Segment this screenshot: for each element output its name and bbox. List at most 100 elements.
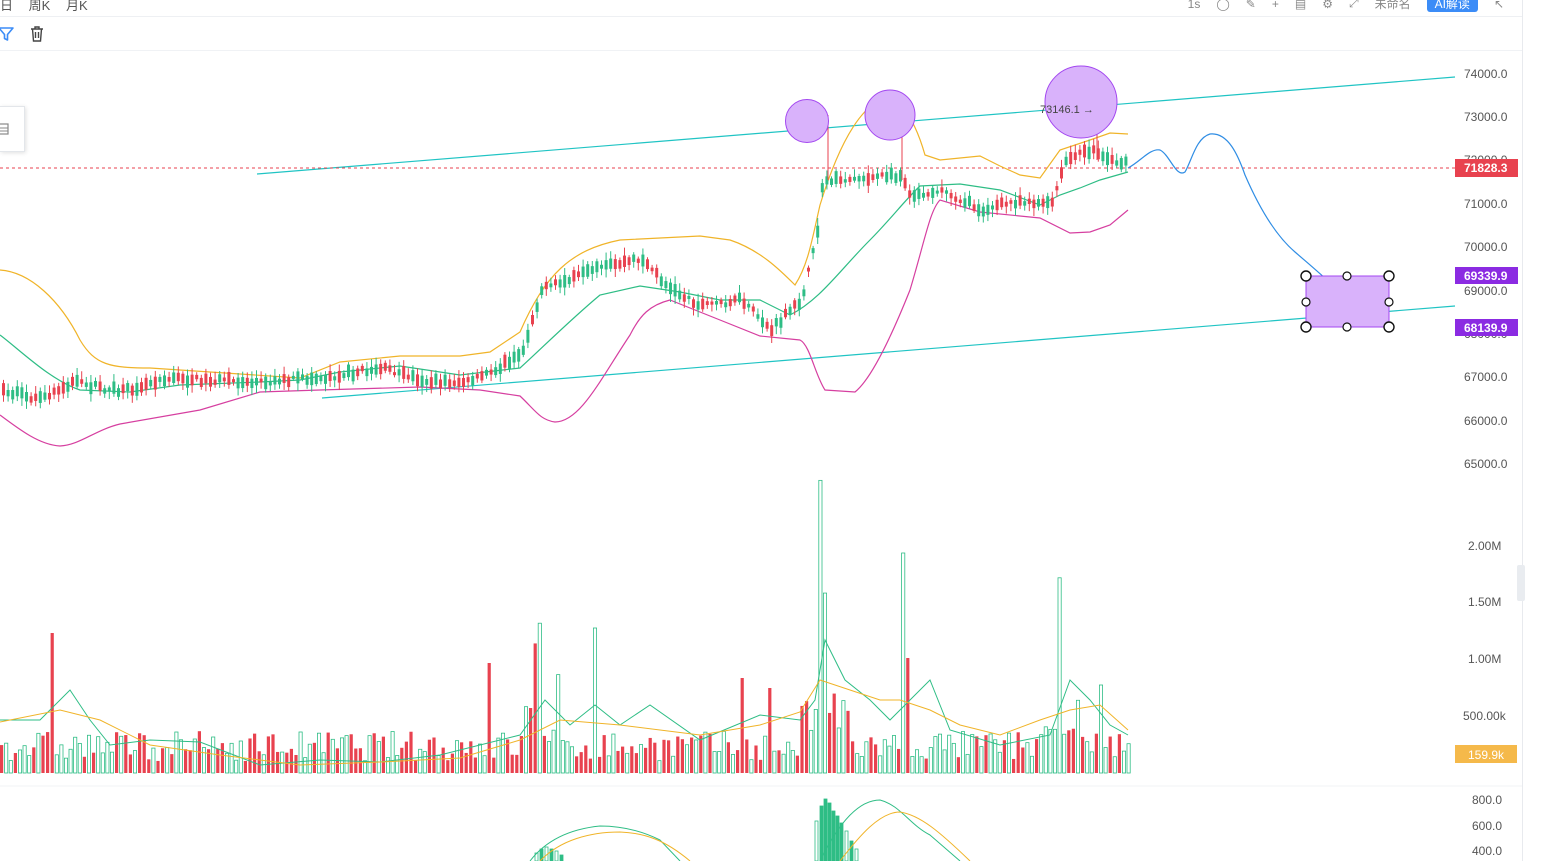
candle[interactable] <box>903 177 907 189</box>
volume-bar[interactable] <box>17 749 22 774</box>
volume-bar[interactable] <box>1057 577 1062 774</box>
candle[interactable] <box>586 264 590 277</box>
candle[interactable] <box>636 258 640 263</box>
volume-bar[interactable] <box>772 750 777 774</box>
volume-bar[interactable] <box>781 753 786 774</box>
candle[interactable] <box>871 174 875 181</box>
candle[interactable] <box>632 254 636 262</box>
candle[interactable] <box>692 299 695 308</box>
volume-bar[interactable] <box>1089 751 1094 774</box>
candle[interactable] <box>724 302 728 308</box>
candle[interactable] <box>880 172 884 177</box>
volume-bar[interactable] <box>110 751 115 774</box>
candle[interactable] <box>908 190 912 198</box>
volume-bar[interactable] <box>68 748 73 774</box>
candle[interactable] <box>388 365 392 372</box>
volume-bar[interactable] <box>859 756 864 774</box>
volume-bar[interactable] <box>4 742 9 774</box>
volume-bar[interactable] <box>96 736 101 774</box>
layers-panel-toggle[interactable] <box>0 106 25 152</box>
volume-bar[interactable] <box>818 479 823 774</box>
volume-bar[interactable] <box>261 754 266 774</box>
candle[interactable] <box>98 381 102 391</box>
candle[interactable] <box>342 373 346 379</box>
candle[interactable] <box>540 286 544 296</box>
candle[interactable] <box>29 396 33 403</box>
candle[interactable] <box>816 225 820 238</box>
candle[interactable] <box>84 382 88 387</box>
volume-bar[interactable] <box>316 732 321 774</box>
volume-bar[interactable] <box>446 760 450 773</box>
candle[interactable] <box>112 381 116 394</box>
volume-bar[interactable] <box>178 739 183 774</box>
volume-bar[interactable] <box>404 741 408 773</box>
candle[interactable] <box>503 354 507 368</box>
volume-bar[interactable] <box>1062 733 1067 774</box>
candle[interactable] <box>572 270 576 282</box>
candle[interactable] <box>1119 158 1123 170</box>
volume-bar[interactable] <box>828 712 832 773</box>
volume-bar[interactable] <box>13 753 17 773</box>
interval-select[interactable]: 1s <box>1187 0 1201 11</box>
candle[interactable] <box>968 195 971 207</box>
volume-bar[interactable] <box>510 754 514 773</box>
volume-bar[interactable] <box>266 736 270 773</box>
candle[interactable] <box>788 306 792 315</box>
volume-bar[interactable] <box>579 752 583 773</box>
candle[interactable] <box>291 375 295 379</box>
candle[interactable] <box>738 292 741 303</box>
volume-bar[interactable] <box>836 727 841 774</box>
volume-bar[interactable] <box>50 633 54 773</box>
candle[interactable] <box>995 199 999 211</box>
candle[interactable] <box>512 351 516 363</box>
volume-bar[interactable] <box>832 693 836 773</box>
volume-bar[interactable] <box>174 731 179 774</box>
candle[interactable] <box>820 183 824 193</box>
candle[interactable] <box>103 388 107 394</box>
candle[interactable] <box>416 374 419 387</box>
candle[interactable] <box>972 204 976 211</box>
candle[interactable] <box>71 376 74 386</box>
candle[interactable] <box>981 206 985 217</box>
volume-bar[interactable] <box>1076 699 1081 774</box>
candle[interactable] <box>480 371 484 381</box>
candle[interactable] <box>333 376 337 381</box>
candle[interactable] <box>94 380 97 387</box>
volume-bar[interactable] <box>376 741 381 774</box>
volume-bar[interactable] <box>321 752 326 774</box>
volume-bar[interactable] <box>556 674 561 774</box>
candle[interactable] <box>406 374 410 380</box>
candle[interactable] <box>839 176 843 184</box>
candle[interactable] <box>6 390 10 397</box>
volume-bar[interactable] <box>823 592 828 774</box>
volume-bar[interactable] <box>450 753 454 773</box>
candle[interactable] <box>1023 201 1027 206</box>
candle[interactable] <box>567 277 571 285</box>
candle[interactable] <box>558 279 562 288</box>
volume-bar[interactable] <box>731 754 736 774</box>
volume-bar[interactable] <box>667 740 671 773</box>
candle[interactable] <box>1046 196 1050 209</box>
layout-name-select[interactable]: 未命名 <box>1374 0 1411 11</box>
candle[interactable] <box>1027 198 1031 204</box>
candle[interactable] <box>1064 156 1068 166</box>
volume-bar[interactable] <box>575 756 579 773</box>
volume-bar[interactable] <box>749 759 754 774</box>
volume-bar[interactable] <box>73 736 78 774</box>
volume-bar[interactable] <box>809 729 814 774</box>
volume-bar[interactable] <box>271 734 275 773</box>
candle[interactable] <box>931 187 935 198</box>
candle[interactable] <box>669 282 672 295</box>
volume-bar[interactable] <box>869 737 873 773</box>
resize-handle[interactable] <box>1300 321 1312 333</box>
candle[interactable] <box>544 281 548 290</box>
volume-bar[interactable] <box>224 752 229 774</box>
candle[interactable] <box>236 377 240 389</box>
volume-bar[interactable] <box>87 734 92 774</box>
volume-bar[interactable] <box>128 754 132 773</box>
candle[interactable] <box>958 199 962 204</box>
volume-bar[interactable] <box>694 739 699 774</box>
volume-bar[interactable] <box>1048 728 1053 774</box>
volume-bar[interactable] <box>997 751 1002 774</box>
volume-bar[interactable] <box>400 747 404 773</box>
